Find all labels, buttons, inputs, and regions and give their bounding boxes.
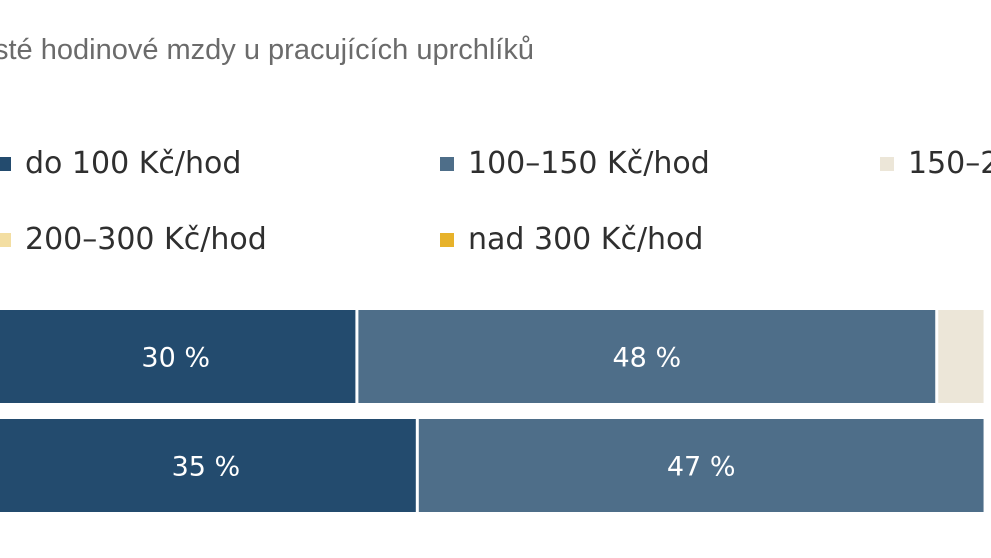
legend-label-3: 200–300 Kč/hod — [25, 222, 267, 257]
legend-item-2: 150–2 — [880, 146, 991, 181]
bar-label-row0-series0: 30 % — [141, 343, 210, 374]
legend-swatch-4 — [440, 232, 454, 247]
bar-label-row1-series0: 35 % — [172, 452, 241, 483]
legend-swatch-3 — [0, 232, 11, 247]
legend-item-3: 200–300 Kč/hod — [0, 222, 267, 257]
bar-row1-series1 — [418, 419, 984, 512]
legend-item-0: do 100 Kč/hod — [0, 146, 241, 181]
bar-row0-series0 — [0, 310, 356, 403]
legend-item-4: nad 300 Kč/hod — [440, 222, 703, 257]
legend-label-1: 100–150 Kč/hod — [468, 146, 710, 181]
legend-label-2: 150–2 — [908, 146, 991, 181]
legend-item-1: 100–150 Kč/hod — [440, 146, 710, 181]
bar-row1-series0 — [0, 419, 416, 512]
bar-label-row1-series1: 47 % — [667, 452, 736, 483]
bar-row0-series1 — [358, 310, 936, 403]
legend-swatch-0 — [0, 156, 11, 171]
legend-swatch-1 — [440, 156, 454, 171]
legend-swatch-2 — [880, 156, 894, 171]
bar-label-row0-series1: 48 % — [613, 343, 682, 374]
legend-label-0: do 100 Kč/hod — [25, 146, 242, 181]
bar-row0-series2 — [938, 310, 984, 403]
legend-label-4: nad 300 Kč/hod — [468, 222, 704, 257]
chart-title: sté hodinové mzdy u pracujících uprchlík… — [0, 34, 534, 66]
